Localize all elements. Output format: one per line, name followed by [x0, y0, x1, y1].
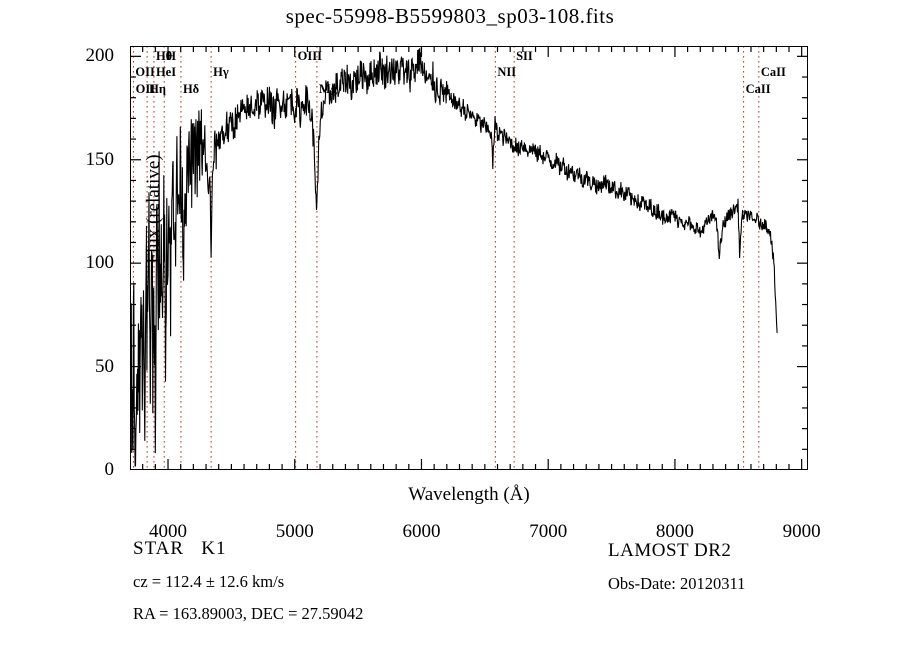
line-label-h: Hγ	[213, 65, 229, 79]
line-label-oii: OII	[135, 65, 155, 79]
line-label-sii: SII	[516, 49, 533, 63]
line-label-h: Hδ	[182, 82, 200, 96]
line-label-caii: CaII	[745, 82, 771, 96]
axis-ticks-group	[130, 46, 808, 470]
line-label-oiii: OIII	[297, 49, 322, 63]
y-axis-label: Flux (relative)	[143, 154, 164, 264]
line-label-h: H	[166, 49, 176, 63]
x-tick-label: 7000	[529, 521, 568, 542]
line-label-nii: NII	[497, 65, 517, 79]
x-tick-label: 6000	[402, 521, 441, 542]
plot-frame	[130, 46, 808, 470]
y-tick-label: 100	[85, 252, 115, 274]
y-tick-label: 0	[104, 459, 115, 480]
line-label-hei: HeI	[155, 65, 177, 79]
velocity-line: cz = 112.4 ± 12.6 km/s	[133, 572, 285, 591]
line-label-oii: OII	[135, 82, 156, 96]
obs-date-label: Obs-Date: 20120311	[608, 574, 746, 593]
coordinates-line: RA = 163.89003, DEC = 27.59042	[133, 604, 364, 623]
x-tick-label: 8000	[655, 521, 694, 542]
spectrum-trace	[130, 48, 778, 467]
line-label-h: Hη	[149, 82, 166, 96]
y-tick-label: 150	[85, 148, 115, 170]
x-tick-label: 4000	[149, 521, 188, 542]
spectrum-canvas	[130, 46, 808, 470]
spectral-class: K1	[201, 538, 227, 559]
x-axis-label: Wavelength (Å)	[408, 484, 530, 505]
x-tick-label: 5000	[275, 521, 314, 542]
object-type-line: STAR K1	[133, 538, 227, 560]
x-tick-label: 9000	[782, 521, 821, 542]
survey-label: LAMOST DR2	[608, 540, 732, 561]
line-marker-group	[132, 46, 760, 470]
line-label-h: Hθ	[155, 49, 173, 63]
object-type: STAR	[133, 538, 185, 559]
line-label-mg: Mg	[318, 82, 337, 96]
y-tick-label: 200	[85, 45, 115, 67]
page-title: spec-55998-B5599803_sp03-108.fits	[285, 4, 615, 28]
line-label-caii: CaII	[760, 65, 786, 79]
plot-area: OII OII Hη Hθ HeI H Hδ Hγ OIII Mg NII SII CaII CaII F…	[86, 46, 821, 541]
y-tick-label: 50	[95, 355, 114, 377]
